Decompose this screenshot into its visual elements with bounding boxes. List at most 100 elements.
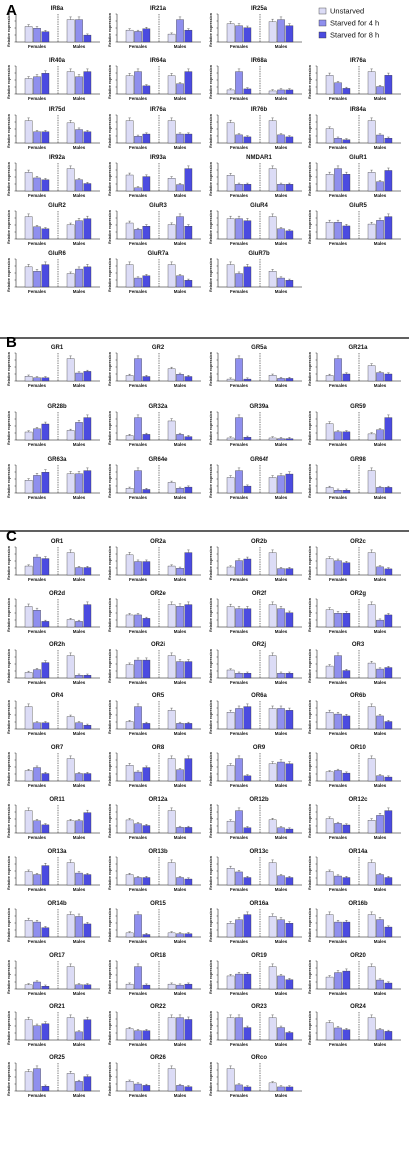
group-label-females: Females: [230, 44, 249, 49]
y-axis-label: Relative expression: [209, 752, 213, 786]
bar: [226, 175, 235, 192]
bar: [325, 128, 334, 144]
bar: [384, 170, 393, 192]
panel: GluR7b Relative expression Females Males: [209, 251, 302, 294]
bar: [24, 431, 33, 441]
group-label-females: Females: [129, 731, 148, 736]
group-label-males: Males: [73, 887, 86, 892]
panel-title: IR21a: [150, 6, 167, 12]
bar: [376, 919, 384, 938]
bar: [142, 934, 151, 938]
bar: [184, 29, 193, 43]
panel: OR6b Relative expression Females Males: [308, 693, 401, 736]
bar: [285, 1032, 294, 1041]
bar: [184, 933, 193, 938]
bar: [134, 229, 142, 240]
bar: [268, 271, 277, 288]
bar: [384, 810, 393, 834]
group-label-males: Males: [174, 577, 187, 582]
bar: [33, 177, 41, 192]
panel-title: OR6a: [251, 693, 267, 699]
group-label-males: Males: [374, 96, 387, 101]
group-label-males: Males: [275, 991, 288, 996]
y-axis-label: Relative expression: [7, 700, 11, 734]
bar: [125, 614, 134, 628]
bar: [24, 266, 33, 288]
bar: [277, 438, 285, 441]
panel-title: OR9: [253, 745, 266, 751]
bar: [33, 722, 41, 730]
bar: [325, 375, 334, 382]
bar: [75, 76, 83, 95]
bar: [167, 655, 176, 679]
bar: [268, 966, 277, 990]
section-letter: A: [6, 2, 17, 19]
group-label-males: Males: [374, 629, 387, 634]
panel: IR68a Relative expression Females Males: [209, 58, 302, 101]
bar: [342, 139, 351, 144]
panel-title: GR39a: [249, 404, 269, 410]
bar: [176, 568, 184, 576]
bar: [41, 73, 50, 95]
bar: [184, 168, 193, 192]
bar: [342, 613, 351, 628]
panel-title: OR4: [51, 693, 64, 699]
panel-title: OR8: [152, 745, 165, 751]
group-label-males: Males: [73, 383, 86, 388]
bar: [33, 1068, 41, 1092]
bar: [66, 862, 75, 886]
panel-title: OR15: [150, 901, 166, 907]
y-axis-label: Relative expression: [308, 546, 312, 580]
bar: [384, 721, 393, 730]
bar: [134, 771, 142, 782]
y-axis-label: Relative expression: [209, 1011, 213, 1045]
bar: [384, 667, 393, 679]
group-label-females: Females: [230, 96, 249, 101]
bar: [142, 434, 151, 441]
bar: [376, 815, 384, 834]
panel-title: GR64f: [250, 457, 269, 463]
group-label-males: Males: [174, 44, 187, 49]
bar: [268, 708, 277, 730]
group-label-males: Males: [174, 939, 187, 944]
group-label-males: Males: [174, 887, 187, 892]
bar: [376, 134, 384, 144]
bar: [243, 266, 252, 288]
y-axis-label: Relative expression: [108, 464, 112, 498]
bar: [41, 927, 50, 938]
bar: [184, 436, 193, 441]
panel-title: IR68a: [251, 58, 268, 64]
bar: [226, 122, 235, 144]
bar: [277, 134, 285, 144]
bar: [285, 184, 294, 192]
bar: [167, 178, 176, 192]
bar: [75, 129, 83, 144]
panel-title: GR32a: [148, 404, 168, 410]
y-axis-label: Relative expression: [209, 1062, 213, 1096]
panel-title: OR21: [49, 1004, 65, 1010]
bar: [167, 862, 176, 886]
bar: [167, 565, 176, 576]
bar: [134, 877, 142, 886]
bar: [75, 372, 83, 382]
group-label-males: Males: [275, 939, 288, 944]
bar: [243, 877, 252, 886]
y-axis-label: Relative expression: [7, 258, 11, 292]
bar: [184, 878, 193, 886]
group-label-males: Males: [174, 96, 187, 101]
bar: [83, 417, 92, 441]
panel: OR2h Relative expression Females Males: [7, 642, 100, 685]
panel-title: OR2i: [151, 642, 165, 648]
panel-title: OR16b: [348, 901, 368, 907]
bar: [75, 268, 83, 288]
bar: [83, 567, 92, 576]
bar: [367, 758, 376, 782]
y-axis-label: Relative expression: [7, 464, 11, 498]
bar: [83, 183, 92, 192]
bar: [325, 871, 334, 886]
group-label-females: Females: [329, 1042, 348, 1047]
bar: [41, 662, 50, 679]
bar: [376, 619, 384, 628]
panel-title: OR26: [150, 1055, 166, 1061]
